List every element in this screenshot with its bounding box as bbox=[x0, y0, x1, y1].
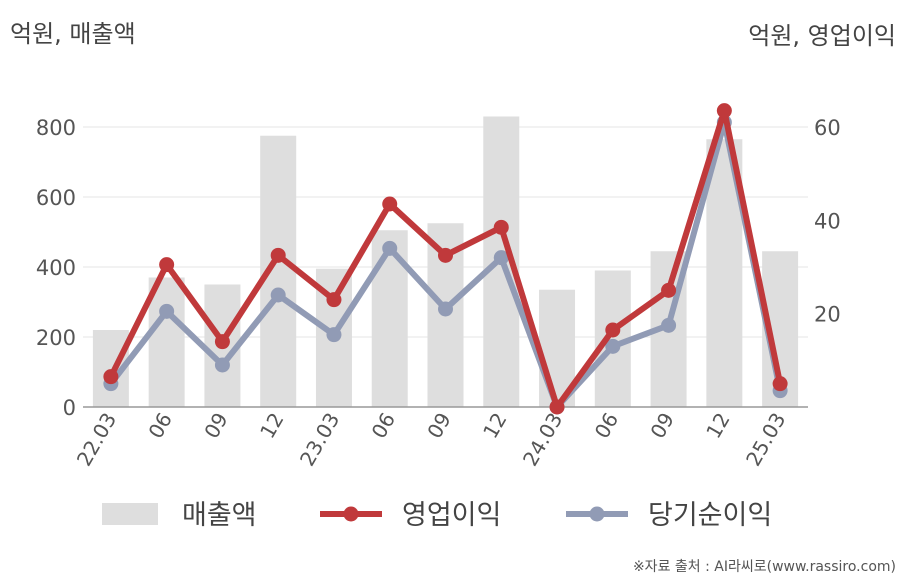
operating-profit-point bbox=[159, 257, 175, 273]
x-tick-label: 09 bbox=[422, 409, 456, 443]
right-axis-unit-label: 억원, 영업이익 bbox=[748, 22, 896, 50]
operating-profit-point bbox=[438, 247, 453, 263]
operating-profit-point bbox=[326, 292, 342, 308]
right-tick-label: 60 bbox=[814, 116, 841, 140]
left-tick-label: 200 bbox=[36, 326, 76, 350]
net-income-point bbox=[438, 301, 453, 317]
x-tick-label: 22.03 bbox=[72, 409, 121, 471]
net-income-point bbox=[159, 303, 175, 319]
legend-net-income-label: 당기순이익 bbox=[648, 500, 772, 531]
x-tick-label: 23.03 bbox=[295, 409, 344, 471]
left-axis-unit-label: 억원, 매출액 bbox=[10, 20, 136, 48]
line-series bbox=[103, 103, 788, 415]
net-income-point bbox=[214, 357, 230, 373]
x-axis-ticks: 22.03 06 09 12 23.03 06 09 12 24.03 06 09 12 25.03 bbox=[72, 409, 791, 471]
net-income-point bbox=[605, 338, 621, 354]
right-tick-label: 20 bbox=[814, 303, 841, 327]
operating-profit-point bbox=[493, 219, 509, 235]
legend-net-income-marker bbox=[589, 506, 605, 522]
x-tick-label: 12 bbox=[701, 409, 735, 443]
x-tick-label: 25.03 bbox=[741, 409, 790, 471]
left-tick-label: 400 bbox=[36, 256, 76, 280]
x-tick-label: 06 bbox=[367, 409, 401, 443]
revenue-bar bbox=[371, 230, 408, 407]
x-tick-label: 12 bbox=[478, 409, 512, 443]
legend-operating-profit-marker bbox=[343, 506, 359, 522]
x-tick-label: 24.03 bbox=[518, 409, 567, 471]
left-axis-ticks: 0 200 400 600 800 bbox=[36, 116, 76, 420]
legend-revenue-label: 매출액 bbox=[182, 500, 257, 531]
x-tick-label: 06 bbox=[143, 409, 177, 443]
x-tick-label: 12 bbox=[255, 409, 289, 443]
operating-profit-point bbox=[214, 334, 230, 350]
source-note: ※자료 출처 : AI라씨로(www.rassiro.com) bbox=[632, 559, 896, 575]
operating-profit-point bbox=[661, 282, 677, 298]
net-income-point bbox=[326, 327, 342, 343]
right-axis-ticks: 20 40 60 bbox=[814, 116, 841, 327]
legend: 매출액 영업이익 당기순이익 bbox=[102, 500, 772, 531]
x-tick-label: 06 bbox=[590, 409, 624, 443]
right-tick-label: 40 bbox=[814, 209, 841, 233]
revenue-bar bbox=[148, 277, 185, 407]
operating-profit-point bbox=[270, 247, 286, 263]
left-tick-label: 600 bbox=[36, 186, 76, 210]
operating-profit-point bbox=[382, 196, 398, 212]
operating-profit-point bbox=[605, 322, 621, 338]
x-tick-label: 09 bbox=[645, 409, 679, 443]
operating-profit-point bbox=[549, 399, 565, 415]
legend-operating-profit-label: 영업이익 bbox=[402, 500, 501, 531]
net-income-point bbox=[270, 287, 286, 303]
operating-profit-point bbox=[716, 103, 732, 119]
net-income-point bbox=[493, 250, 509, 266]
legend-revenue-swatch bbox=[102, 503, 158, 525]
left-tick-label: 800 bbox=[36, 116, 76, 140]
operating-profit-point bbox=[772, 376, 788, 392]
left-tick-label: 0 bbox=[63, 396, 76, 420]
net-income-point bbox=[382, 240, 398, 256]
operating-profit-point bbox=[103, 369, 119, 385]
net-income-point bbox=[661, 317, 677, 333]
x-tick-label: 09 bbox=[199, 409, 233, 443]
